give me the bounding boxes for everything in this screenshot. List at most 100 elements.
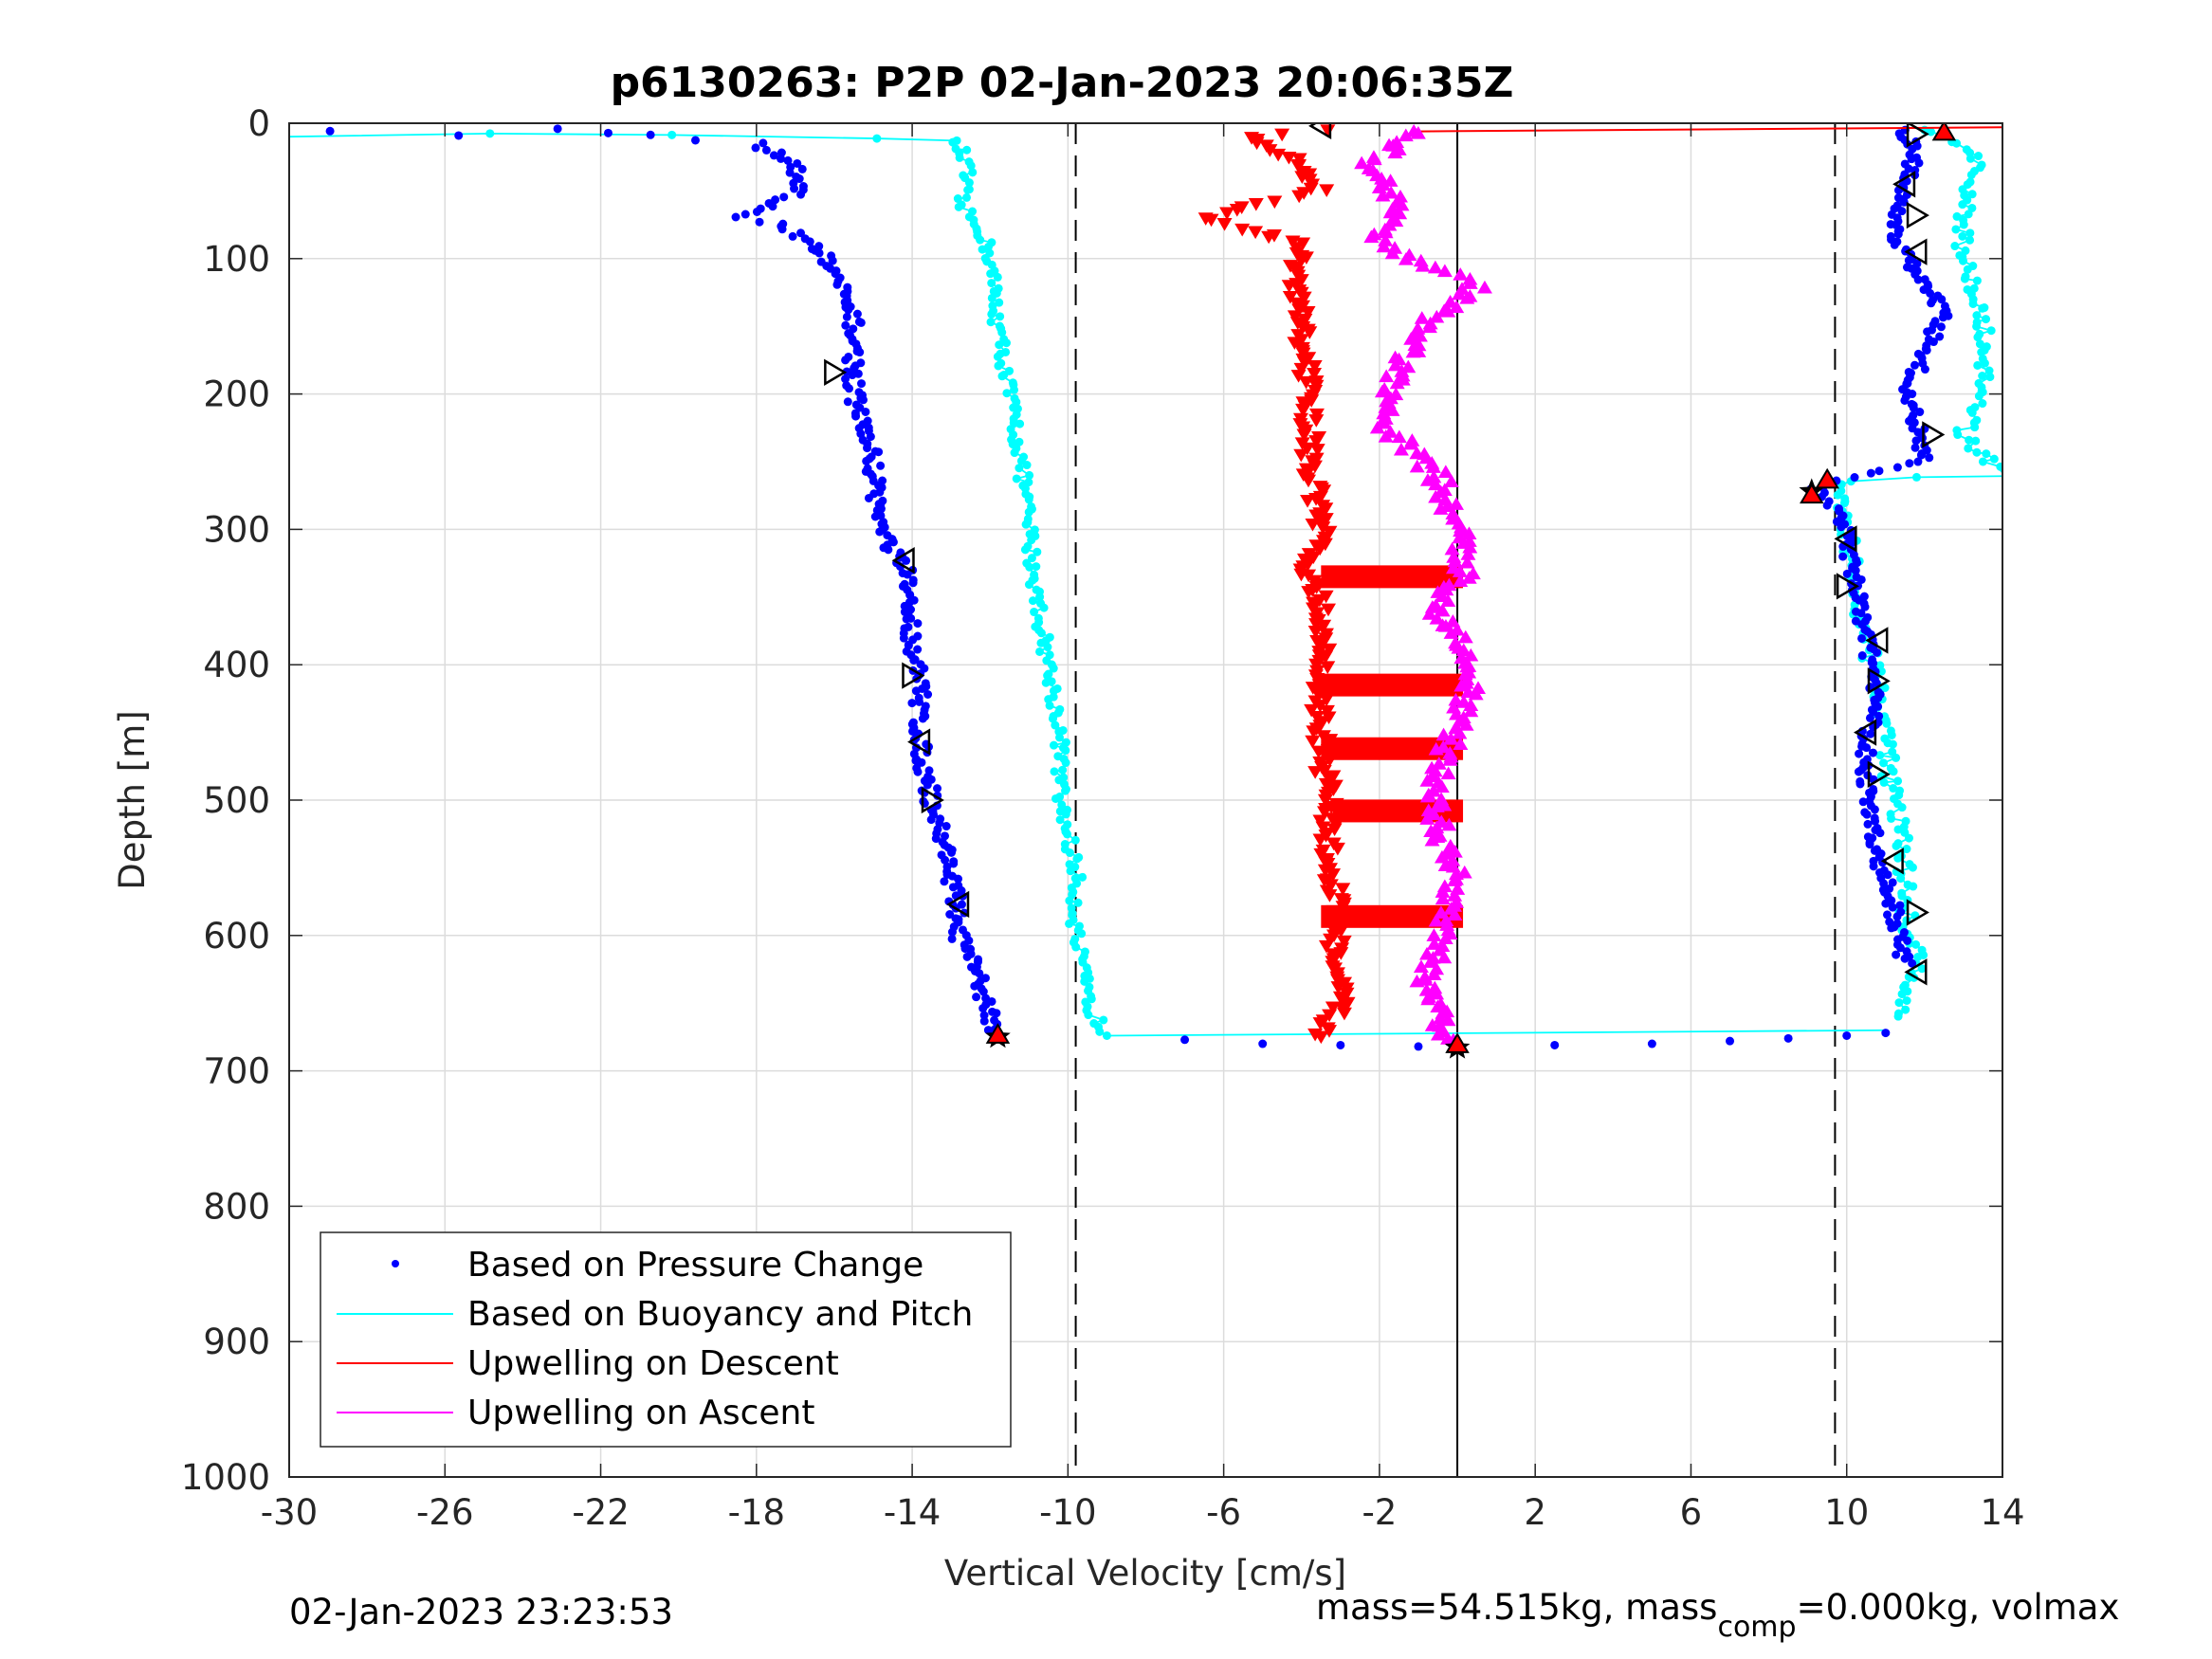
- upwelling-ascent-point: [1462, 539, 1478, 554]
- upwelling-ascent-point: [1410, 125, 1426, 139]
- upwelling-descent-point: [1291, 190, 1307, 204]
- pressure-point: [783, 155, 793, 165]
- event-triangle-marker: [1836, 573, 1859, 600]
- upwelling-ascent-point: [1378, 225, 1394, 239]
- y-tick-label: 400: [203, 645, 270, 685]
- buoyancy-point: [1886, 726, 1895, 736]
- pressure-point: [785, 168, 795, 177]
- buoyancy-point: [1035, 592, 1045, 602]
- pressure-point: [962, 952, 972, 961]
- pressure-point: [553, 124, 562, 134]
- upwelling-ascent-point: [1421, 607, 1437, 620]
- pressure-point: [1920, 275, 1929, 284]
- upwelling-ascent-point: [1452, 725, 1468, 739]
- upwelling-descent-point: [1216, 218, 1233, 231]
- pressure-point: [1902, 263, 1911, 272]
- pressure-point: [884, 545, 893, 555]
- upwelling-ascent-point: [1421, 319, 1437, 334]
- pressure-point: [870, 512, 880, 521]
- pressure-point: [913, 767, 923, 776]
- pressure-point: [1879, 866, 1889, 875]
- pressure-point: [1862, 755, 1872, 764]
- buoyancy-point: [1010, 385, 1019, 394]
- buoyancy-point: [1070, 835, 1080, 845]
- pressure-point: [1926, 288, 1935, 298]
- buoyancy-point: [1099, 1015, 1108, 1025]
- buoyancy-point: [1875, 661, 1885, 670]
- pressure-point: [1925, 453, 1934, 463]
- upwelling-ascent-point: [1440, 1012, 1456, 1027]
- upwelling-ascent-point: [1426, 967, 1442, 981]
- buoyancy-point: [1963, 284, 1972, 294]
- pressure-point: [842, 312, 851, 321]
- buoyancy-point: [955, 153, 964, 162]
- pressure-point: [979, 1016, 989, 1026]
- buoyancy-point: [953, 194, 962, 204]
- upwelling-ascent-point: [1447, 844, 1463, 858]
- x-tick-label: -18: [728, 1492, 785, 1533]
- upwelling-ascent-point: [1426, 928, 1442, 941]
- event-triangle-marker: [902, 662, 925, 689]
- buoyancy-point: [1030, 608, 1039, 617]
- upwelling-descent-point: [1281, 280, 1297, 293]
- pressure-point: [1940, 301, 1949, 311]
- red-event-marker: [1800, 483, 1824, 504]
- upwelling-descent-point: [1281, 151, 1297, 165]
- buoyancy-point: [995, 340, 1004, 350]
- pressure-point: [752, 207, 761, 216]
- pressure-point: [918, 714, 927, 723]
- upwelling-ascent-point: [1453, 737, 1469, 751]
- buoyancy-point: [1974, 378, 1983, 388]
- data-layer: [289, 123, 2002, 1477]
- buoyancy-point: [1978, 371, 1987, 380]
- pressure-point: [1896, 907, 1906, 917]
- pressure-point: [1935, 332, 1945, 341]
- pressure-point: [844, 305, 853, 315]
- buoyancy-point: [1961, 272, 1970, 282]
- upwelling-ascent-point: [1458, 718, 1474, 731]
- pressure-point: [914, 697, 923, 706]
- buoyancy-point: [485, 129, 495, 138]
- pressure-point: [1886, 231, 1895, 241]
- legend-label-upwelling-descent: Upwelling on Descent: [467, 1344, 839, 1383]
- upwelling-ascent-point: [1459, 291, 1475, 304]
- buoyancy-point: [1965, 435, 1974, 445]
- upwelling-descent-point: [1326, 823, 1343, 837]
- buoyancy-point: [1971, 436, 1981, 446]
- buoyancy-point: [1903, 880, 1912, 889]
- upwelling-ascent-point: [1436, 264, 1453, 278]
- pressure-point: [1824, 497, 1834, 506]
- buoyancy-point: [1961, 246, 1970, 255]
- buoyancy-point: [1022, 461, 1032, 470]
- upwelling-descent-point: [1312, 833, 1328, 848]
- pressure-point: [1930, 317, 1940, 326]
- legend-marker-pressure: [392, 1260, 399, 1267]
- buoyancy-point: [1027, 554, 1036, 563]
- buoyancy-point: [1063, 830, 1072, 839]
- upwelling-ascent-point: [1455, 643, 1472, 657]
- pressure-point: [850, 363, 859, 373]
- event-triangle-marker: [1853, 719, 1877, 746]
- buoyancy-point: [986, 269, 996, 279]
- buoyancy-point: [1978, 354, 1987, 363]
- upwelling-ascent-point: [1444, 541, 1460, 556]
- pressure-point: [1783, 1033, 1793, 1043]
- buoyancy-point: [1033, 547, 1042, 556]
- pressure-point: [325, 126, 335, 136]
- upwelling-descent-point: [1293, 362, 1309, 376]
- upwelling-ascent-point: [1441, 817, 1457, 831]
- pressure-point: [769, 151, 778, 160]
- footer-mass-prefix: mass=54.515kg, mass: [1316, 1587, 1717, 1628]
- pressure-point: [876, 461, 886, 470]
- upwelling-descent-point: [1307, 359, 1323, 374]
- pressure-point: [646, 130, 655, 139]
- buoyancy-point: [1886, 763, 1895, 773]
- event-triangle-marker: [824, 358, 848, 386]
- upwelling-ascent-point: [1462, 276, 1478, 289]
- buoyancy-point: [1917, 964, 1927, 974]
- pressure-point: [454, 131, 464, 140]
- upwelling-ascent-point: [1414, 311, 1430, 324]
- upwelling-descent-point: [1312, 638, 1328, 651]
- footer-mass-sub: comp: [1717, 1611, 1796, 1644]
- buoyancy-point: [1893, 776, 1903, 786]
